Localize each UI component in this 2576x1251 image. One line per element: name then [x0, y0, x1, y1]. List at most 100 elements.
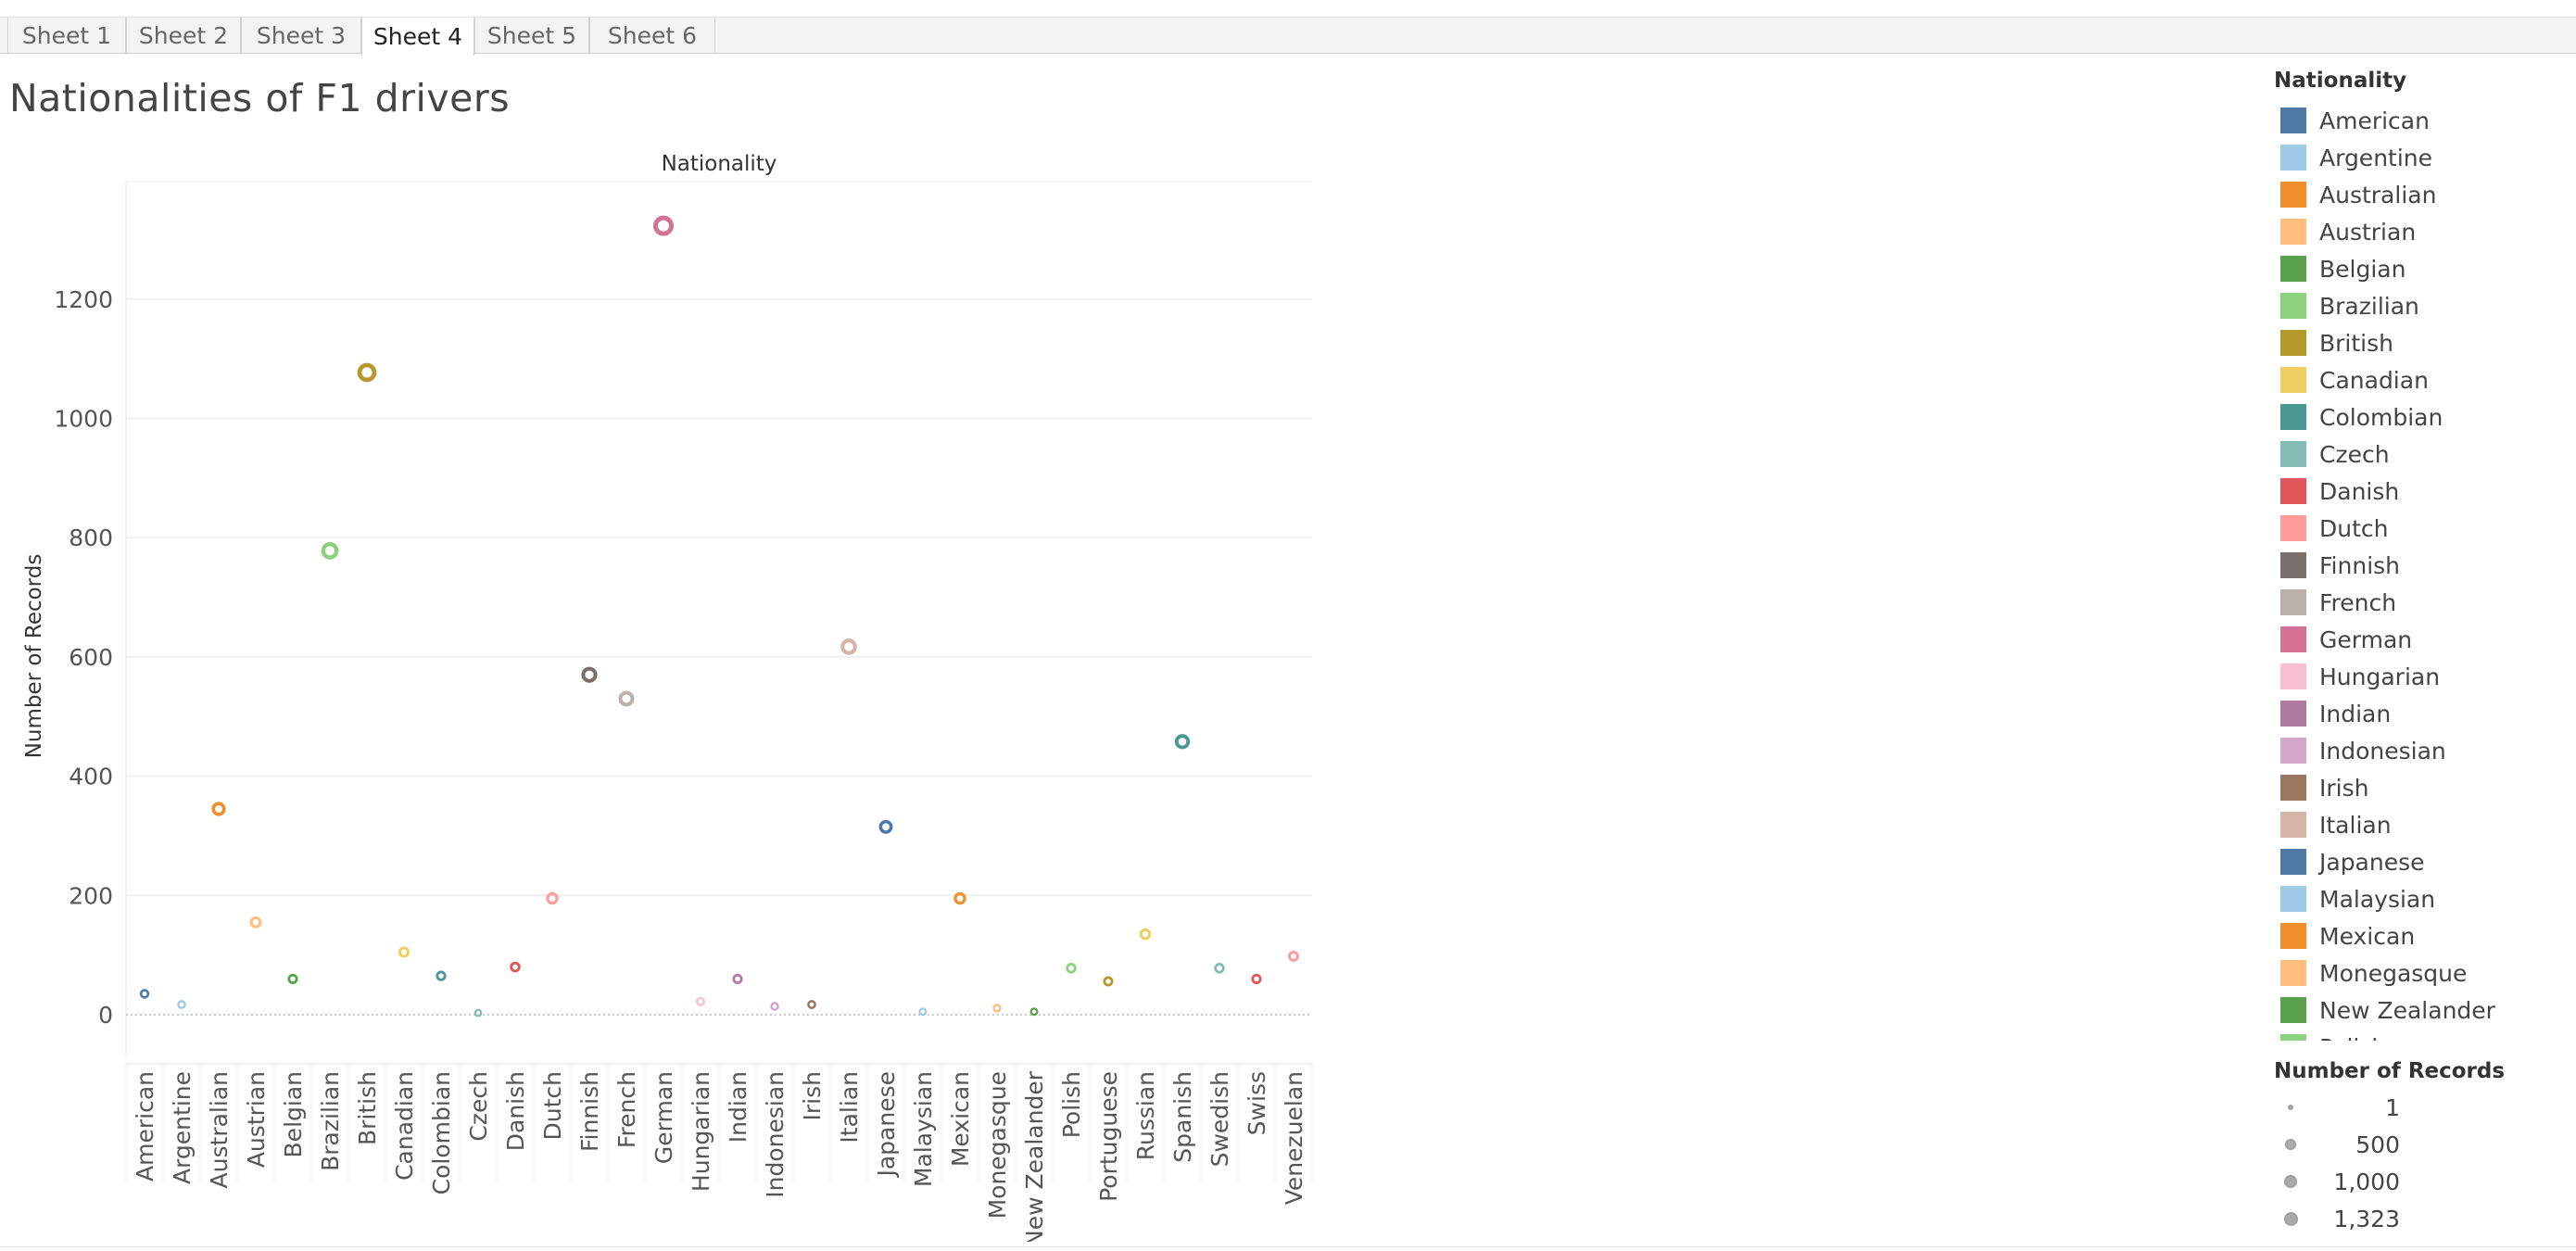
data-point-irish[interactable] — [807, 1000, 816, 1009]
legend-item-mexican[interactable]: Mexican — [2274, 917, 2570, 954]
data-point-polish[interactable] — [1066, 963, 1077, 974]
legend-item-canadian[interactable]: Canadian — [2274, 361, 2570, 398]
legend-label: Colombian — [2319, 403, 2443, 431]
data-point-monegasque[interactable] — [992, 1004, 1002, 1013]
tab-sheet-1[interactable]: Sheet 1 — [7, 18, 126, 54]
legend-item-finnish[interactable]: Finnish — [2274, 547, 2570, 584]
legend-item-german[interactable]: German — [2274, 621, 2570, 658]
x-tick-label-polish: Polish — [1058, 1071, 1085, 1138]
data-point-spanish[interactable] — [1174, 734, 1191, 750]
legend-item-czech[interactable]: Czech — [2274, 436, 2570, 473]
x-tick-label-japanese: Japanese — [873, 1071, 900, 1179]
legend-item-danish[interactable]: Danish — [2274, 473, 2570, 510]
legend-item-colombian[interactable]: Colombian — [2274, 398, 2570, 436]
legend-item-argentine[interactable]: Argentine — [2274, 139, 2570, 176]
legend-label: Brazilian — [2319, 292, 2419, 320]
data-point-czech[interactable] — [474, 1008, 483, 1017]
data-point-canadian[interactable] — [398, 946, 410, 958]
legend-swatch — [2280, 775, 2306, 801]
data-point-japanese[interactable] — [878, 819, 893, 834]
y-tick-label: 400 — [69, 764, 113, 790]
data-point-mexican[interactable] — [953, 891, 966, 905]
legend-item-italian[interactable]: Italian — [2274, 806, 2570, 843]
data-point-colombian[interactable] — [436, 970, 447, 981]
x-tick-label-british: British — [354, 1071, 381, 1145]
data-point-german[interactable] — [653, 215, 674, 236]
tab-sheet-3[interactable]: Sheet 3 — [241, 18, 361, 54]
tab-sheet-4[interactable]: Sheet 4 — [361, 18, 474, 56]
size-legend-label: 1,000 — [2333, 1168, 2400, 1195]
legend-item-belgian[interactable]: Belgian — [2274, 250, 2570, 287]
legend-swatch — [2280, 515, 2306, 541]
legend-item-dutch[interactable]: Dutch — [2274, 510, 2570, 547]
tab-sheet-5[interactable]: Sheet 5 — [474, 18, 589, 54]
legend-label: Belgian — [2319, 255, 2406, 283]
x-tick-label-german: German — [650, 1071, 677, 1164]
data-point-finnish[interactable] — [581, 666, 598, 683]
data-point-austrian[interactable] — [249, 916, 262, 929]
data-point-hungarian[interactable] — [696, 996, 705, 1006]
x-tick-label-swedish: Swedish — [1206, 1071, 1233, 1167]
y-tick-label: 800 — [69, 524, 113, 551]
data-point-indonesian[interactable] — [770, 1002, 779, 1011]
data-point-brazilian[interactable] — [321, 541, 339, 560]
size-dot-icon — [2283, 1211, 2298, 1226]
legend-label: Monegasque — [2319, 959, 2468, 987]
data-point-danish[interactable] — [510, 961, 521, 973]
legend-swatch — [2280, 960, 2306, 986]
legend-item-japanese[interactable]: Japanese — [2274, 843, 2570, 880]
legend-item-indian[interactable]: Indian — [2274, 695, 2570, 732]
data-point-british[interactable] — [357, 362, 377, 383]
y-tick-label: 200 — [69, 882, 113, 909]
nationality-legend-list[interactable]: American Argentine Australian Austrian Belgi… — [2274, 102, 2570, 1041]
data-point-italian[interactable] — [840, 638, 857, 655]
legend-swatch — [2280, 367, 2306, 393]
legend-item-american[interactable]: American — [2274, 102, 2570, 139]
data-point-malaysian[interactable] — [918, 1007, 928, 1017]
x-tick-label-french: French — [613, 1071, 640, 1148]
data-point-venezuelan[interactable] — [1288, 950, 1299, 962]
data-point-indian[interactable] — [732, 973, 743, 984]
data-point-swiss[interactable] — [1251, 973, 1262, 984]
data-point-russian[interactable] — [1139, 928, 1152, 941]
nationality-legend-title: Nationality — [2274, 69, 2407, 93]
sheet-tab-bar: Sheet 1 Sheet 2 Sheet 3 Sheet 4 Sheet 5 Sheet… — [0, 17, 2576, 56]
legend-label: German — [2319, 626, 2413, 653]
legend-swatch — [2280, 997, 2306, 1023]
legend-item-indonesian[interactable]: Indonesian — [2274, 732, 2570, 769]
size-legend-label: 500 — [2355, 1131, 2400, 1158]
x-tick-label-portuguese: Portuguese — [1095, 1071, 1122, 1202]
legend-item-australian[interactable]: Australian — [2274, 176, 2570, 213]
data-point-argentine[interactable] — [177, 1000, 186, 1009]
data-point-french[interactable] — [618, 690, 635, 707]
legend-item-british[interactable]: British — [2274, 324, 2570, 361]
size-legend-item: 1,323 — [2274, 1200, 2552, 1237]
legend-item-polish[interactable]: Polish — [2274, 1029, 2570, 1041]
data-point-dutch[interactable] — [546, 891, 559, 905]
legend-item-hungarian[interactable]: Hungarian — [2274, 658, 2570, 695]
x-tick-label-argentine: Argentine — [169, 1071, 196, 1184]
data-point-american[interactable] — [139, 989, 150, 999]
legend-label: French — [2319, 588, 2397, 616]
y-tick-label: 1200 — [54, 286, 113, 313]
tab-sheet-2[interactable]: Sheet 2 — [126, 18, 241, 54]
legend-item-malaysian[interactable]: Malaysian — [2274, 880, 2570, 917]
legend-item-french[interactable]: French — [2274, 584, 2570, 621]
legend-item-austrian[interactable]: Austrian — [2274, 213, 2570, 250]
legend-swatch — [2280, 738, 2306, 764]
legend-item-monegasque[interactable]: Monegasque — [2274, 954, 2570, 992]
x-tick-label-finnish: Finnish — [576, 1071, 603, 1152]
data-point-new-zealander[interactable] — [1029, 1007, 1039, 1017]
legend-item-brazilian[interactable]: Brazilian — [2274, 287, 2570, 324]
data-point-portuguese[interactable] — [1103, 976, 1114, 987]
legend-swatch — [2280, 404, 2306, 430]
data-point-swedish[interactable] — [1214, 963, 1225, 974]
legend-label: Finnish — [2319, 551, 2401, 579]
legend-label: British — [2319, 329, 2393, 357]
legend-item-irish[interactable]: Irish — [2274, 769, 2570, 806]
x-tick-label-belgian: Belgian — [280, 1071, 307, 1157]
tab-sheet-6[interactable]: Sheet 6 — [589, 18, 715, 54]
data-point-australian[interactable] — [211, 802, 226, 816]
data-point-belgian[interactable] — [287, 973, 298, 984]
legend-item-new-zealander[interactable]: New Zealander — [2274, 992, 2570, 1029]
